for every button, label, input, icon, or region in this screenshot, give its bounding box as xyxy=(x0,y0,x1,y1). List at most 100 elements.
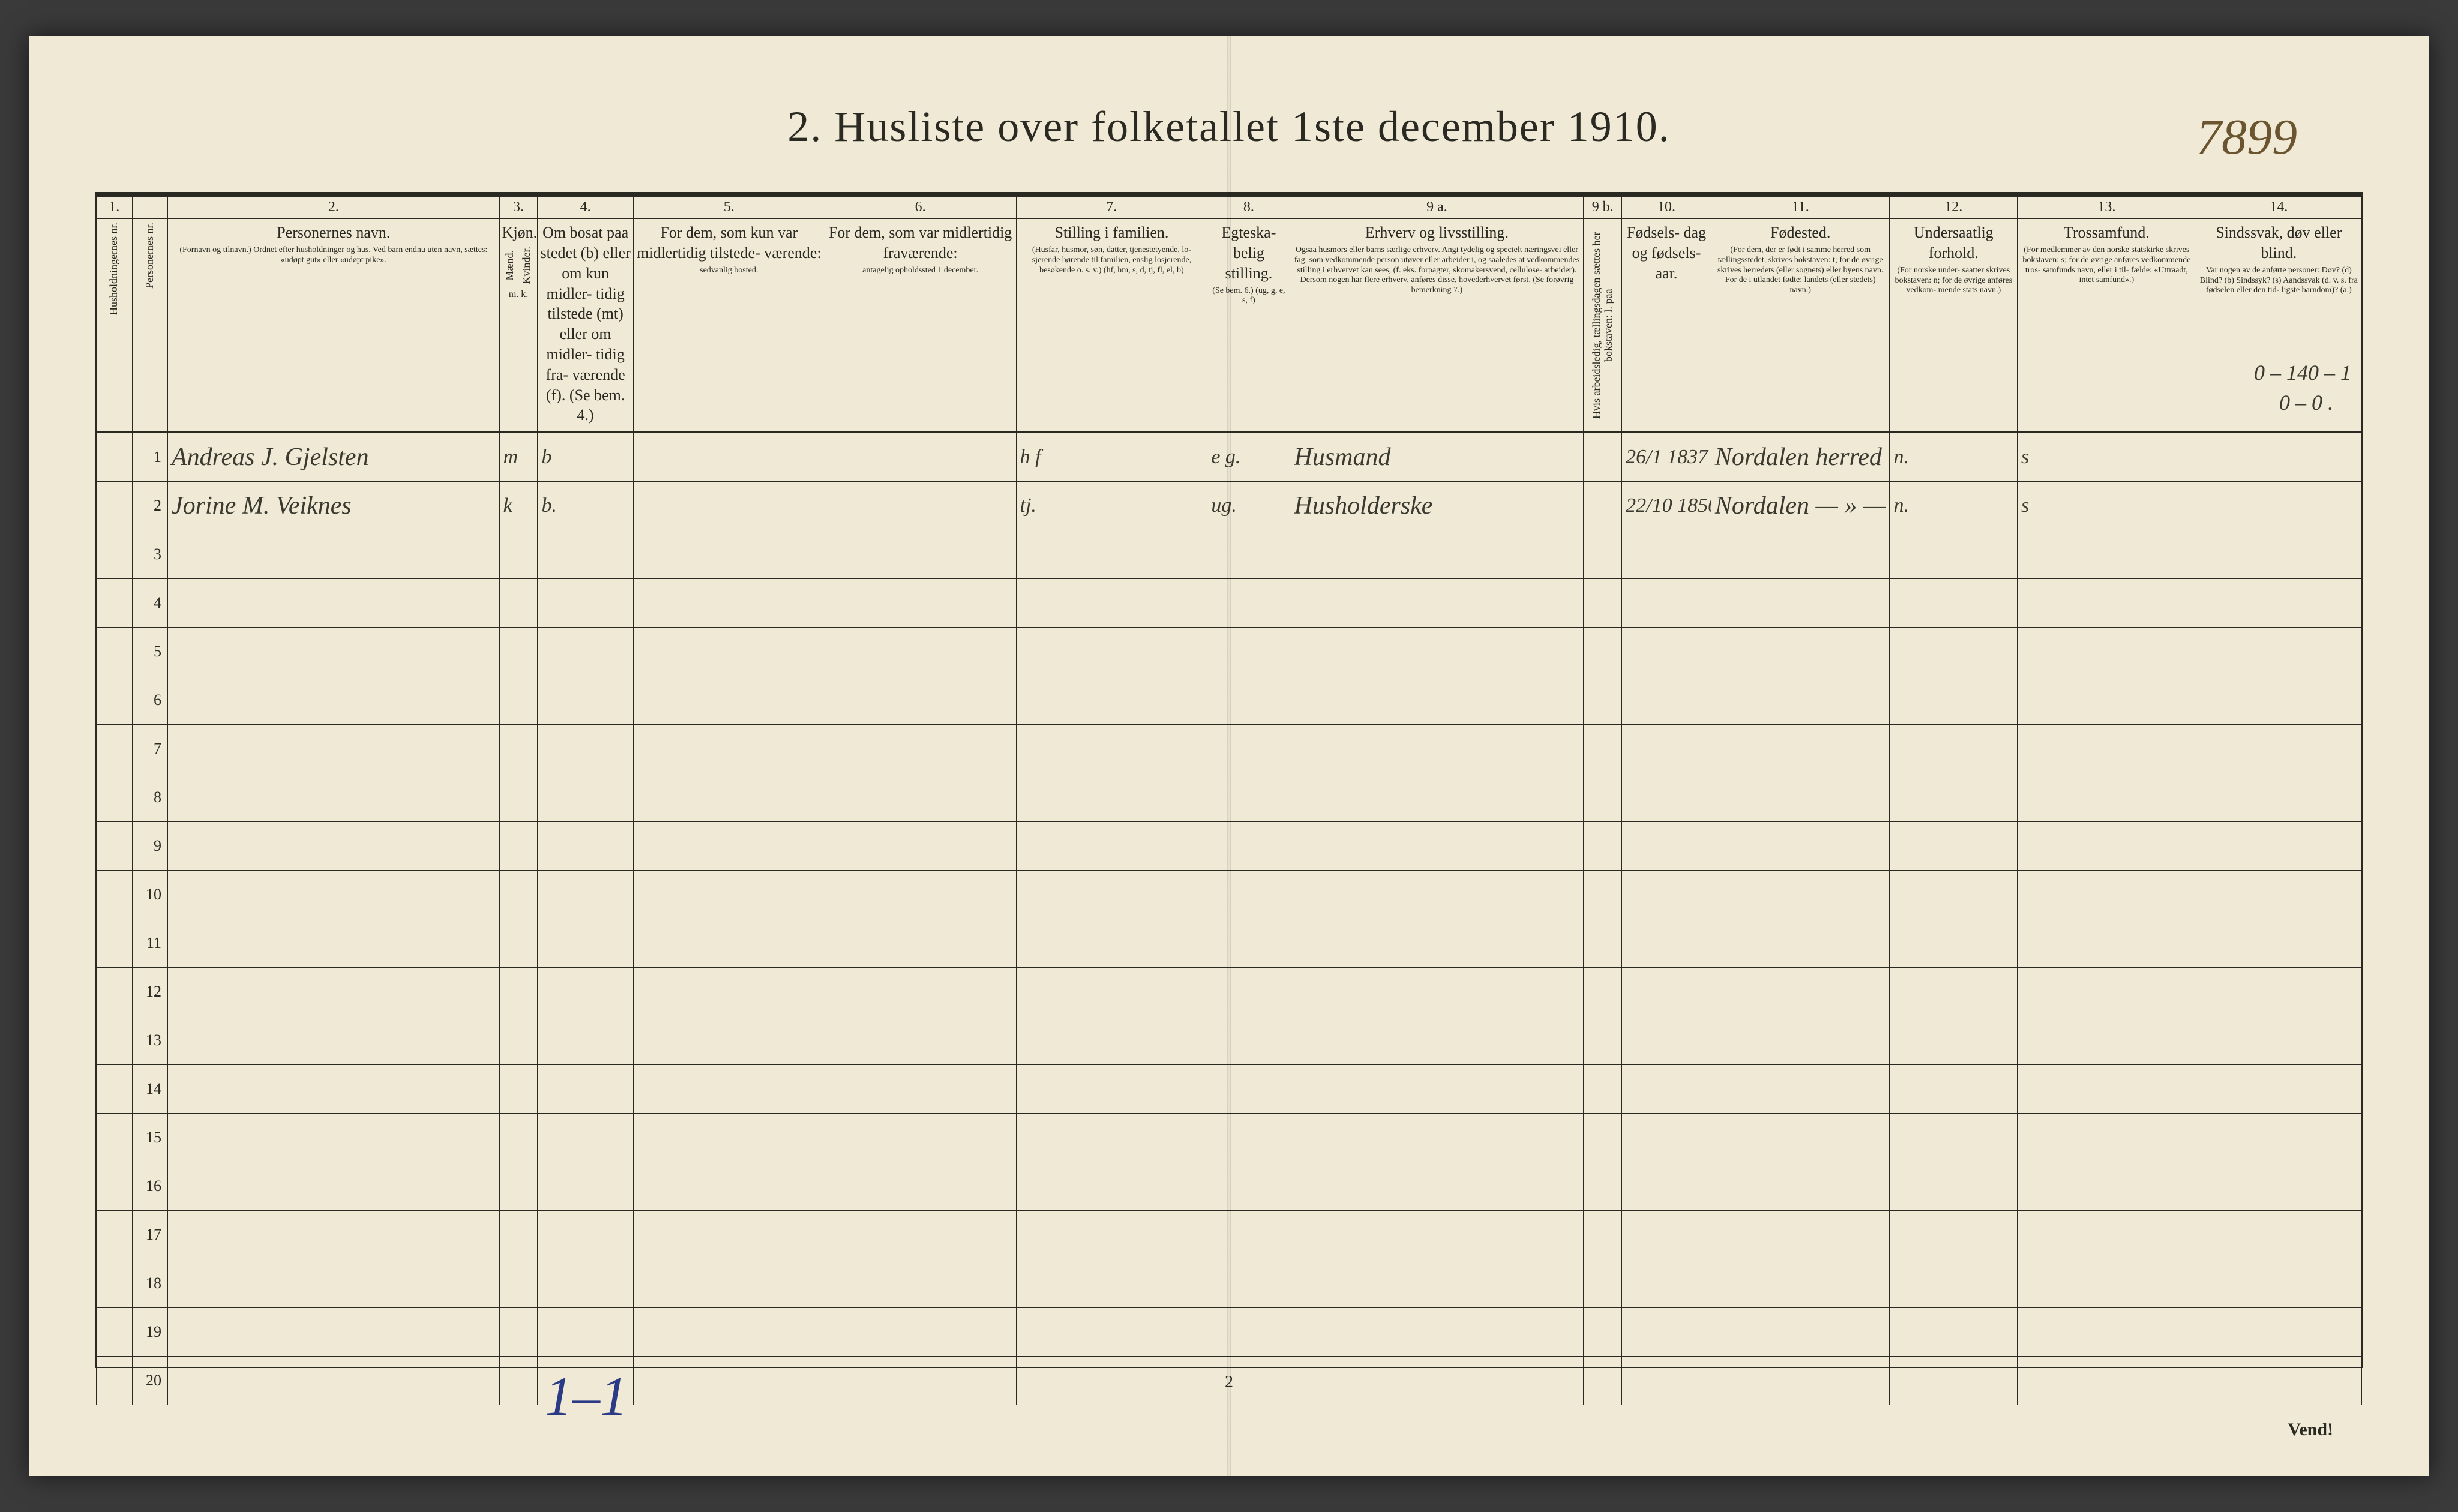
table-cell xyxy=(1890,725,2018,773)
table-cell: ug. xyxy=(1207,482,1290,530)
table-cell xyxy=(1890,1211,2018,1259)
table-cell xyxy=(1711,530,1890,579)
table-cell: 16 xyxy=(132,1162,168,1211)
table-cell xyxy=(1584,822,1622,871)
col-header: Sindssvak, døv eller blind.Var nogen av … xyxy=(2196,218,2361,432)
table-cell: 2 xyxy=(132,482,168,530)
table-cell xyxy=(97,433,133,482)
table-cell xyxy=(1622,1357,1711,1405)
table-cell xyxy=(2018,871,2196,919)
table-cell xyxy=(1016,725,1207,773)
table-cell xyxy=(499,1259,538,1308)
table-cell: 17 xyxy=(132,1211,168,1259)
table-cell xyxy=(168,1162,500,1211)
table-cell xyxy=(2196,579,2361,628)
table-cell xyxy=(538,1259,633,1308)
table-cell xyxy=(1584,871,1622,919)
table-cell xyxy=(499,530,538,579)
table-cell xyxy=(1016,1016,1207,1065)
table-cell xyxy=(1711,773,1890,822)
table-cell xyxy=(538,579,633,628)
table-cell xyxy=(1622,1308,1711,1357)
table-cell: Husholderske xyxy=(1290,482,1584,530)
table-cell xyxy=(1890,1114,2018,1162)
table-cell xyxy=(1207,773,1290,822)
table-cell xyxy=(1290,1259,1584,1308)
footer-hand-note: 1–1 xyxy=(545,1364,628,1428)
table-cell xyxy=(1016,1357,1207,1405)
table-cell: n. xyxy=(1890,482,2018,530)
table-cell xyxy=(1290,1308,1584,1357)
table-cell xyxy=(1622,1016,1711,1065)
table-cell xyxy=(168,773,500,822)
table-cell xyxy=(2196,482,2361,530)
table-cell xyxy=(825,1259,1016,1308)
table-cell xyxy=(1711,871,1890,919)
table-cell xyxy=(1622,628,1711,676)
table-cell xyxy=(2196,822,2361,871)
table-cell xyxy=(499,968,538,1016)
table-cell xyxy=(168,1016,500,1065)
table-cell xyxy=(499,628,538,676)
table-cell xyxy=(1890,1357,2018,1405)
table-cell xyxy=(168,1308,500,1357)
table-cell xyxy=(633,579,825,628)
table-cell xyxy=(1016,968,1207,1016)
col-number: 1. xyxy=(97,196,133,218)
table-cell xyxy=(825,725,1016,773)
table-cell xyxy=(499,871,538,919)
table-cell xyxy=(1290,628,1584,676)
table-cell xyxy=(1890,530,2018,579)
col-header: Egteska- belig stilling.(Se bem. 6.) (ug… xyxy=(1207,218,1290,432)
table-cell xyxy=(1622,1259,1711,1308)
table-cell: s xyxy=(2018,482,2196,530)
table-cell xyxy=(825,676,1016,725)
table-cell xyxy=(538,822,633,871)
table-cell xyxy=(1290,773,1584,822)
table-cell xyxy=(168,1114,500,1162)
col-number xyxy=(132,196,168,218)
col-header: Om bosat paa stedet (b) eller om kun mid… xyxy=(538,218,633,432)
table-cell xyxy=(1890,1065,2018,1114)
table-cell xyxy=(633,871,825,919)
table-cell: Andreas J. Gjelsten xyxy=(168,433,500,482)
table-cell xyxy=(1622,1114,1711,1162)
table-cell xyxy=(1290,871,1584,919)
table-cell xyxy=(2018,676,2196,725)
table-cell xyxy=(97,1016,133,1065)
table-cell xyxy=(97,482,133,530)
table-cell xyxy=(1584,530,1622,579)
col-header: Erhverv og livsstilling.Ogsaa husmors el… xyxy=(1290,218,1584,432)
table-cell xyxy=(633,725,825,773)
table-cell xyxy=(1622,530,1711,579)
table-cell: 6 xyxy=(132,676,168,725)
table-cell xyxy=(1711,1308,1890,1357)
table-cell xyxy=(633,482,825,530)
table-cell xyxy=(1622,822,1711,871)
table-cell xyxy=(2196,1357,2361,1405)
table-cell xyxy=(1207,579,1290,628)
table-cell xyxy=(2196,1308,2361,1357)
table-cell xyxy=(499,1357,538,1405)
table-cell xyxy=(168,628,500,676)
table-cell xyxy=(1890,628,2018,676)
table-cell: 8 xyxy=(132,773,168,822)
table-cell xyxy=(1290,1065,1584,1114)
table-cell: tj. xyxy=(1016,482,1207,530)
table-cell xyxy=(825,968,1016,1016)
table-cell xyxy=(633,433,825,482)
table-cell xyxy=(168,1357,500,1405)
col-number: 2. xyxy=(168,196,500,218)
table-cell xyxy=(825,773,1016,822)
table-cell xyxy=(1016,530,1207,579)
table-cell xyxy=(2196,871,2361,919)
table-cell xyxy=(825,530,1016,579)
table-cell xyxy=(1890,579,2018,628)
table-cell xyxy=(825,1162,1016,1211)
table-cell xyxy=(538,725,633,773)
table-cell xyxy=(1711,579,1890,628)
table-cell xyxy=(633,1357,825,1405)
table-cell xyxy=(2018,822,2196,871)
table-cell xyxy=(2196,1259,2361,1308)
table-cell xyxy=(97,822,133,871)
